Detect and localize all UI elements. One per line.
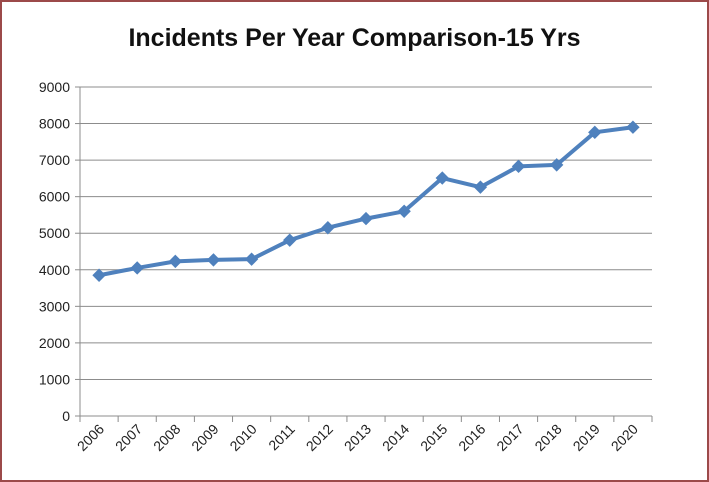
data-point-2008 — [168, 254, 183, 269]
series-incidents — [92, 120, 640, 282]
x-tick-label: 2010 — [226, 421, 259, 454]
y-tick-label: 6000 — [39, 189, 70, 205]
data-point-2007 — [130, 261, 144, 275]
x-tick-label: 2014 — [379, 421, 412, 454]
x-tick-label: 2020 — [608, 421, 641, 454]
y-tick-label: 0 — [62, 408, 70, 424]
data-point-2020 — [626, 120, 640, 134]
data-point-2011 — [283, 233, 297, 247]
data-point-2015 — [435, 171, 449, 185]
data-point-2012 — [321, 221, 335, 235]
x-tick-label: 2015 — [417, 421, 450, 454]
x-tick-label: 2008 — [150, 421, 183, 454]
y-axis-tick-labels: 0 1000 2000 3000 4000 5000 6000 7000 8000 9000 — [39, 79, 70, 424]
x-tick-label: 2018 — [531, 421, 564, 454]
chart-title: Incidents Per Year Comparison-15 Yrs — [128, 24, 581, 52]
y-tick-label: 5000 — [39, 225, 70, 241]
x-tick-label: 2019 — [570, 421, 603, 454]
data-point-2019 — [588, 125, 602, 140]
y-tick-label: 2000 — [39, 335, 70, 351]
x-tick-label: 2012 — [303, 421, 336, 454]
x-tick-label: 2007 — [112, 421, 145, 454]
data-point-2016 — [473, 180, 488, 194]
x-tick-label: 2013 — [341, 421, 374, 454]
y-tick-label: 9000 — [39, 79, 70, 95]
data-point-2014 — [397, 204, 411, 218]
gridlines — [80, 86, 652, 380]
x-tick-label: 2009 — [188, 421, 221, 454]
y-tick-label: 4000 — [39, 262, 70, 278]
data-point-2017 — [511, 159, 526, 174]
x-tick-label: 2006 — [74, 421, 107, 454]
axes — [75, 86, 653, 422]
y-tick-label: 7000 — [39, 152, 70, 168]
data-point-2018 — [549, 158, 564, 172]
data-point-2013 — [359, 211, 373, 226]
y-tick-label: 1000 — [39, 371, 70, 387]
y-tick-label: 3000 — [39, 298, 70, 314]
data-point-2006 — [92, 268, 106, 282]
x-axis-tick-labels: 2006 2007 2008 2009 2010 2011 2012 2013 2014 2015… — [74, 421, 641, 454]
x-tick-label: 2011 — [265, 421, 298, 454]
y-tick-label: 8000 — [39, 116, 70, 132]
series-line — [97, 125, 635, 278]
data-point-2010 — [244, 252, 259, 266]
x-tick-label: 2017 — [493, 421, 526, 454]
x-tick-label: 2016 — [455, 421, 488, 454]
data-point-2009 — [206, 253, 221, 267]
